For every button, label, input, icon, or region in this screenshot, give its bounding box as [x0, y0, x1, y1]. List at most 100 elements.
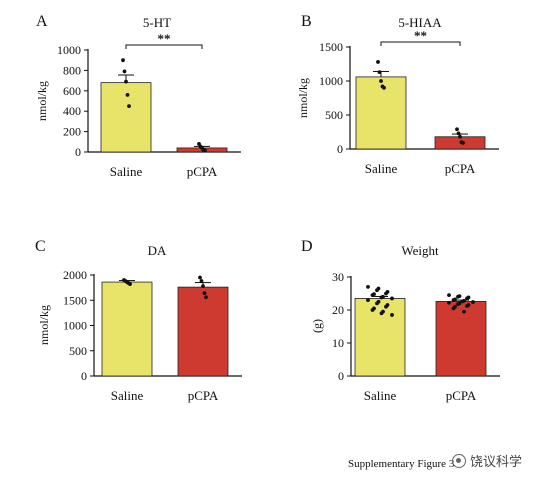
bar-saline — [355, 76, 407, 150]
data-point — [121, 58, 125, 63]
data-point — [456, 131, 461, 136]
chart-title: Weight — [401, 243, 439, 258]
panel-letter: C — [35, 238, 46, 255]
data-point — [465, 296, 469, 301]
y-axis-label: nmol/kg — [35, 81, 49, 121]
x-category-label: pCPA — [188, 388, 219, 403]
x-category-label: pCPA — [187, 164, 218, 179]
chart-title: 5-HIAA — [398, 15, 442, 30]
chart-panel-b: B 5-HIAA nmol/kg 0 500 1000 1500 Saline pCPA ** — [296, 13, 499, 176]
data-point — [124, 79, 128, 84]
data-point — [370, 293, 375, 298]
significance-marker: ** — [158, 31, 171, 46]
y-tick-label: 200 — [63, 125, 81, 139]
significance-marker: ** — [414, 28, 427, 43]
data-point — [456, 302, 460, 306]
x-category-label: Saline — [365, 161, 398, 176]
data-point — [128, 282, 132, 286]
y-tick-label: 600 — [63, 84, 81, 98]
y-tick-label: 0 — [81, 369, 87, 383]
bar-saline — [101, 281, 153, 377]
data-point — [462, 309, 466, 314]
data-point — [379, 79, 383, 83]
y-tick-label: 20 — [332, 303, 344, 317]
data-point — [456, 294, 460, 299]
bar-pcpa — [177, 286, 229, 377]
data-point — [376, 60, 380, 64]
data-point — [390, 313, 394, 317]
chart-panel-d: D Weight (g) 0 10 20 30 Saline pCPA — [301, 238, 500, 403]
y-tick-label: 0 — [75, 145, 81, 159]
y-tick-label: 1000 — [319, 74, 343, 88]
data-point — [390, 296, 394, 301]
x-category-label: Saline — [364, 388, 397, 403]
data-point — [202, 291, 207, 296]
y-axis-label: nmol/kg — [37, 305, 51, 345]
chart-title: DA — [148, 243, 167, 258]
data-point — [199, 279, 204, 283]
data-point — [370, 308, 375, 312]
data-point — [451, 298, 456, 302]
bar-saline — [100, 82, 152, 153]
data-point — [382, 85, 386, 90]
data-point — [447, 293, 451, 298]
data-point — [465, 304, 469, 308]
data-point — [201, 284, 205, 289]
y-tick-label: 1000 — [63, 319, 87, 333]
y-tick-label: 500 — [69, 344, 87, 358]
chart-title: 5-HT — [143, 15, 171, 30]
data-point — [377, 70, 382, 75]
data-point — [451, 306, 456, 311]
data-point — [458, 134, 462, 139]
y-tick-label: 1500 — [319, 40, 343, 54]
data-point — [375, 301, 379, 306]
y-tick-label: 400 — [63, 104, 81, 118]
data-point — [384, 304, 388, 309]
data-point — [127, 104, 131, 108]
data-point — [447, 300, 451, 305]
data-point — [471, 300, 475, 304]
y-tick-label: 30 — [332, 270, 344, 284]
panel-letter: B — [301, 13, 312, 30]
watermark: 饶议科学 — [452, 451, 522, 470]
watermark-text: 饶议科学 — [470, 455, 523, 470]
data-point — [198, 275, 202, 280]
chart-panel-c: C DA nmol/kg 0 500 1000 1500 2000 Saline pCPA — [35, 238, 242, 403]
y-tick-label: 2000 — [63, 268, 87, 282]
chart-panel-a: A 5-HT nmol/kg 0 200 400 600 800 1000 Saline pCPA *… — [35, 13, 241, 179]
data-point — [461, 140, 465, 145]
supplementary-caption: Supplementary Figure 3 — [348, 458, 455, 470]
y-axis-label: (g) — [310, 319, 324, 333]
wechat-logo-icon — [452, 453, 466, 468]
y-tick-label: 10 — [332, 336, 344, 350]
data-point — [125, 92, 130, 97]
data-point — [379, 311, 384, 316]
x-category-label: Saline — [111, 388, 144, 403]
data-point — [366, 285, 370, 289]
y-tick-label: 1000 — [57, 43, 81, 57]
significance-bracket — [125, 44, 203, 49]
panel-letter: A — [36, 13, 48, 30]
data-point — [460, 299, 465, 304]
x-category-label: Saline — [110, 164, 143, 179]
data-point — [203, 148, 207, 153]
data-point — [375, 288, 379, 293]
data-point — [122, 69, 127, 74]
y-tick-label: 500 — [325, 108, 343, 122]
data-point — [204, 295, 208, 300]
y-axis-label: nmol/kg — [296, 78, 310, 118]
y-tick-label: 1500 — [63, 293, 87, 307]
data-point — [384, 291, 388, 296]
significance-bracket — [380, 41, 461, 46]
data-point — [455, 127, 459, 132]
y-tick-label: 0 — [338, 369, 344, 383]
x-category-label: pCPA — [446, 388, 477, 403]
bar-saline — [354, 298, 406, 377]
data-point — [366, 298, 370, 302]
bar-pcpa — [435, 301, 487, 377]
x-category-label: pCPA — [445, 161, 476, 176]
data-point — [379, 295, 384, 300]
panel-letter: D — [301, 238, 313, 255]
y-tick-label: 800 — [63, 63, 81, 77]
